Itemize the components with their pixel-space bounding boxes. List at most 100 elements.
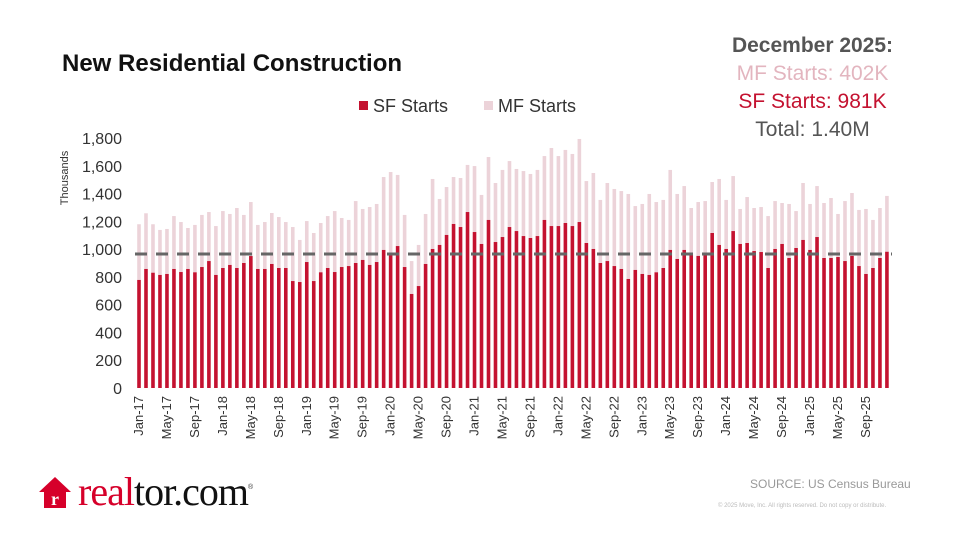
bar-mf-Jan-21 — [472, 166, 477, 233]
bar-mf-Apr-18 — [242, 214, 246, 263]
house-icon: r — [39, 477, 71, 509]
bar-sf-Oct-22 — [619, 268, 624, 388]
bar-sf-Mar-18 — [235, 268, 239, 388]
x-tick-label: Jan-24 — [718, 396, 733, 436]
bar-sf-Oct-20 — [451, 223, 456, 388]
bar-mf-Aug-22 — [605, 183, 610, 262]
bar-sf-Oct-24 — [787, 258, 791, 388]
bar-sf-Apr-20 — [409, 293, 414, 388]
bar-sf-Sep-23 — [696, 255, 700, 388]
bar-sf-Apr-18 — [242, 263, 246, 388]
bar-mf-May-18 — [249, 202, 253, 257]
x-tick-label: May-21 — [494, 396, 509, 439]
bar-sf-Jun-25 — [843, 261, 847, 388]
bar-mf-Oct-19 — [367, 207, 372, 265]
bar-sf-Sep-18 — [277, 268, 281, 388]
logo-text-tor: tor.com — [133, 469, 249, 514]
bar-sf-Oct-23 — [703, 253, 707, 388]
bar-mf-May-23 — [668, 169, 673, 250]
bar-mf-Mar-22 — [570, 153, 575, 227]
x-tick-label: May-17 — [159, 396, 174, 439]
bar-mf-Dec-21 — [549, 148, 554, 227]
bar-sf-Jan-24 — [724, 248, 728, 388]
y-tick-label: 600 — [95, 298, 122, 315]
bar-mf-Jul-21 — [514, 168, 519, 232]
bar-mf-Dec-18 — [297, 239, 302, 283]
x-tick-label: Jan-22 — [550, 396, 565, 436]
bar-mf-Mar-23 — [654, 202, 659, 273]
bar-sf-Feb-19 — [311, 281, 316, 388]
summary-sf-starts: SF Starts: 981K — [738, 90, 887, 113]
bar-mf-May-21 — [500, 169, 505, 238]
x-tick-label: May-20 — [411, 396, 426, 439]
bar-mf-Jan-20 — [388, 172, 393, 254]
bar-sf-Jul-21 — [514, 231, 519, 388]
bar-mf-Jul-22 — [598, 199, 603, 263]
bar-mf-Jun-19 — [339, 218, 344, 268]
bar-sf-Jun-17 — [172, 268, 176, 388]
bar-mf-May-24 — [752, 208, 756, 252]
bar-mf-Jul-18 — [263, 222, 267, 269]
bar-mf-Feb-23 — [647, 193, 652, 275]
bar-mf-Dec-19 — [381, 177, 386, 250]
bar-mf-Nov-21 — [542, 156, 547, 220]
bar-sf-Dec-22 — [633, 269, 638, 388]
legend: SF Starts MF Starts — [359, 96, 576, 116]
bar-sf-Sep-21 — [528, 238, 533, 388]
x-tick-label: Sep-19 — [355, 396, 370, 438]
bar-sf-Dec-25 — [885, 251, 889, 388]
bar-sf-Oct-21 — [535, 236, 540, 388]
bar-sf-Sep-25 — [864, 273, 868, 388]
bar-sf-Jan-20 — [388, 253, 393, 388]
bar-sf-May-19 — [332, 272, 337, 388]
legend-label-mf: MF Starts — [498, 96, 576, 116]
x-tick-label: Sep-22 — [606, 396, 621, 438]
latest-summary: December 2025: MF Starts: 402K SF Starts… — [700, 32, 925, 144]
x-tick-label: Jan-17 — [131, 396, 146, 436]
bar-sf-Oct-18 — [283, 268, 288, 388]
bar-sf-Sep-19 — [360, 259, 365, 388]
bar-mf-Feb-21 — [479, 194, 484, 244]
bar-mf-Nov-22 — [626, 193, 631, 279]
bar-sf-Apr-22 — [577, 222, 582, 388]
bar-mf-Sep-22 — [612, 188, 617, 267]
bar-mf-Aug-25 — [857, 209, 861, 267]
bar-sf-Dec-19 — [381, 249, 386, 388]
bar-sf-Oct-17 — [200, 267, 204, 388]
bar-sf-Mar-23 — [654, 272, 659, 388]
bar-sf-Mar-24 — [738, 243, 742, 388]
bar-mf-Jun-25 — [843, 201, 847, 262]
bar-sf-Dec-18 — [297, 282, 302, 388]
bar-sf-Aug-25 — [857, 266, 861, 388]
bar-mf-Sep-20 — [444, 187, 449, 235]
bar-sf-Jul-23 — [682, 249, 687, 388]
bar-mf-Jul-20 — [430, 178, 435, 249]
bar-mf-Sep-23 — [696, 202, 700, 256]
y-axis-ticks: 0 200 400 600 800 1,000 1,200 1,400 1,600 1,800 — [82, 131, 122, 398]
bar-sf-Nov-20 — [458, 227, 463, 388]
bar-sf-Mar-22 — [570, 226, 575, 388]
bar-sf-Aug-21 — [521, 236, 526, 388]
bar-mf-May-19 — [332, 211, 337, 273]
bar-mf-Apr-25 — [829, 198, 833, 258]
bar-sf-Dec-20 — [465, 212, 470, 388]
bar-mf-Apr-24 — [745, 197, 749, 243]
bar-sf-Apr-25 — [829, 258, 833, 388]
bar-mf-Feb-22 — [563, 149, 568, 223]
bar-mf-Sep-25 — [864, 208, 868, 274]
bar-mf-Mar-24 — [738, 208, 742, 244]
bar-mf-Dec-24 — [801, 183, 805, 240]
bar-sf-Sep-20 — [444, 234, 449, 388]
bar-sf-Dec-21 — [549, 226, 554, 388]
bar-sf-Jun-21 — [507, 227, 512, 388]
summary-total: Total: 1.40M — [755, 118, 870, 141]
bar-sf-Sep-17 — [193, 272, 197, 388]
bar-mf-Dec-17 — [214, 226, 218, 275]
x-tick-label: May-23 — [662, 396, 677, 439]
bar-sf-Oct-25 — [871, 268, 875, 388]
bar-mf-May-25 — [836, 213, 840, 258]
bar-sf-Jul-24 — [766, 268, 770, 388]
bar-mf-Jul-24 — [766, 216, 770, 268]
realtor-logo: r real tor.com ® — [38, 472, 253, 512]
bar-sf-Nov-23 — [710, 233, 714, 388]
